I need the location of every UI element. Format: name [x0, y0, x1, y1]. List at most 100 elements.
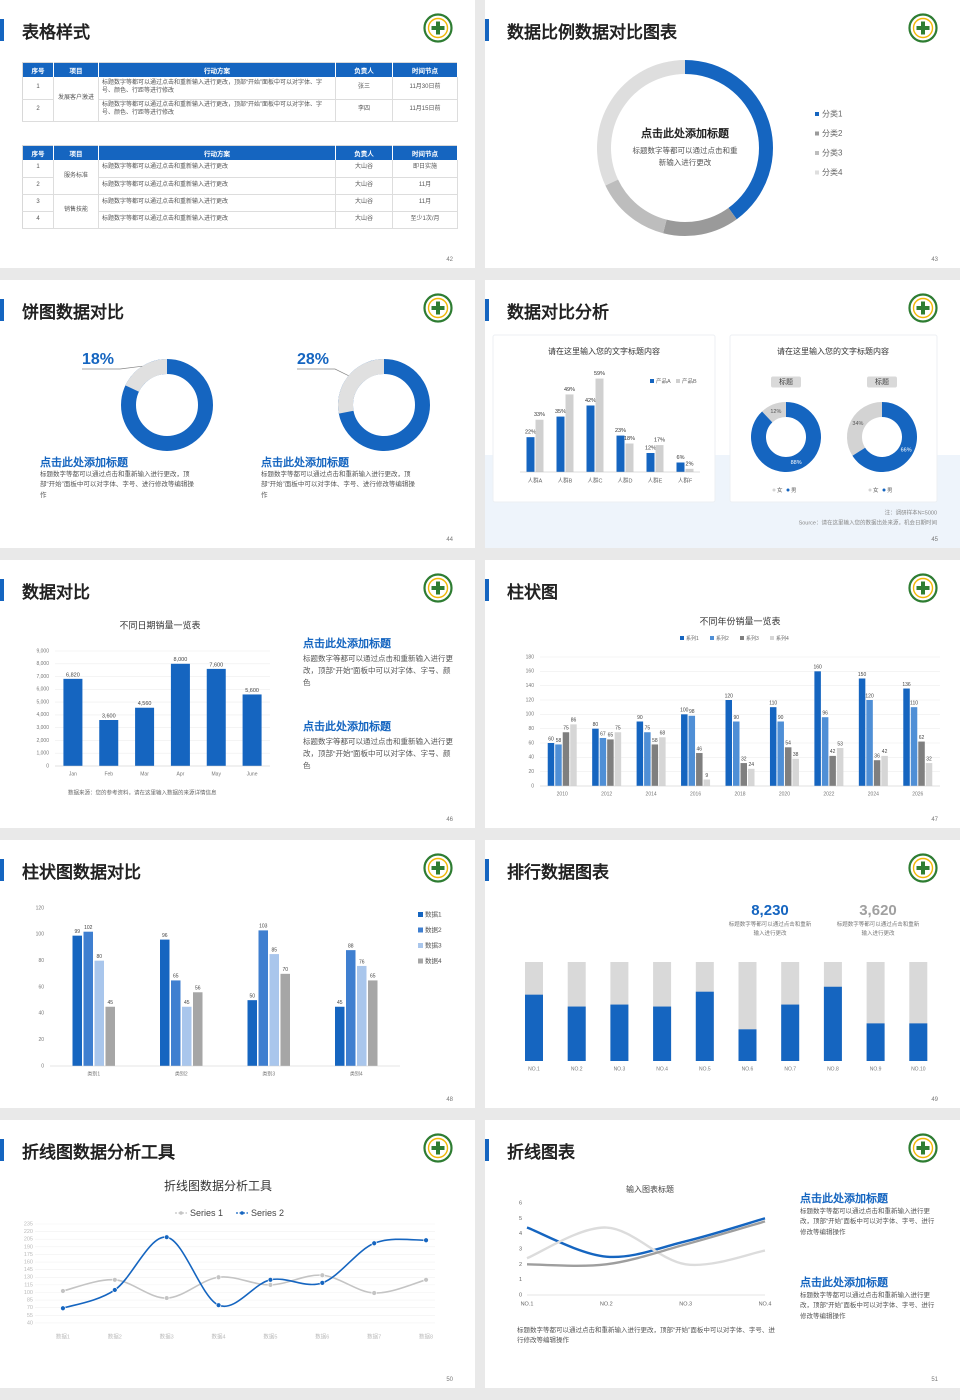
page-number: 44 [446, 537, 453, 543]
header-cell: 项目 [53, 62, 99, 77]
donut-title: 点击此处添加标题 [641, 126, 730, 140]
chart-title: 输入图表标题 [626, 1184, 674, 1194]
line-series [526, 1217, 766, 1259]
y-tick-label: 80 [528, 726, 534, 732]
line-point [371, 1240, 377, 1246]
legend-label: Series 2 [251, 1208, 284, 1218]
value-label: 32 [741, 756, 747, 762]
legend-label: 男 [791, 487, 797, 494]
logo-cross [916, 1146, 930, 1150]
y-tick-label: 4,000 [36, 712, 49, 718]
y-tick-label: 5,000 [36, 699, 49, 705]
page-number: 47 [931, 817, 938, 823]
slide-title: 折线图表 [507, 1143, 575, 1162]
value-label: 65 [370, 974, 376, 980]
table-row: 1 服务标准 标题数字等都可以通过点击和重新输入进行更改 大山谷 即日实施 [22, 160, 458, 195]
y-tick-label: 0 [531, 783, 534, 789]
donut-segment [751, 402, 821, 472]
x-tick-label: 2012 [601, 791, 612, 797]
data-table: 序号 项目 行动方案 负责人 时间节点 1 服务标准 标题数字等都可以通过点击和重新输入进行更… [22, 145, 458, 229]
percent-label: 28% [297, 351, 329, 368]
logo-inner [427, 857, 449, 879]
bar [659, 737, 666, 786]
bar [829, 755, 836, 786]
title-accent [0, 1139, 4, 1161]
y-tick-label: 9,000 [36, 648, 49, 654]
percent-label: 18% [82, 351, 114, 368]
donut-segment [852, 402, 917, 472]
value-label: 36 [874, 754, 880, 760]
bar [357, 965, 367, 1066]
line-point [319, 1280, 326, 1286]
bar [567, 1006, 586, 1061]
value-label: 65 [173, 974, 179, 980]
header-cell: 时间节点 [392, 62, 458, 77]
x-tick-label: 2018 [734, 791, 745, 797]
bar [280, 973, 290, 1066]
note-text: 标题数字等都可以通过点击和重新输入进行更改，顶部“开始”面板中可以对字体、字号、… [517, 1327, 775, 1345]
value-label: 2% [686, 461, 694, 467]
bar [740, 763, 747, 786]
logo-cross [916, 586, 930, 590]
y-tick-label: 190 [24, 1244, 33, 1250]
bar [814, 671, 821, 786]
stat-value: 8,230 [751, 902, 789, 919]
cell-owner: 大山谷 [335, 177, 393, 195]
x-tick-label: 类别2 [175, 1070, 188, 1077]
x-tick-label: Jan [69, 771, 77, 777]
line-point [423, 1237, 429, 1243]
value-label: 68 [660, 731, 666, 737]
legend-swatch [676, 379, 680, 383]
logo-inner [427, 577, 449, 599]
chart-title: 请在这里输入您的文字标题内容 [548, 346, 660, 356]
cell-owner: 李四 [335, 99, 393, 122]
value-label: 102 [84, 925, 93, 931]
value-label: 45 [337, 1000, 343, 1006]
cell-action: 标题数字等都可以通过点击和重新输入进行更改 [98, 211, 336, 229]
donut-subtitle: 标题数字等都可以通过点击和重新输入进行更改 [632, 146, 738, 167]
chart-title: 不同日期销量一览表 [119, 619, 200, 630]
y-tick-label: 120 [526, 697, 535, 703]
bar [182, 1006, 192, 1066]
y-tick-label: 120 [36, 905, 45, 911]
cell-number: 3 [22, 194, 54, 212]
line-point [163, 1295, 170, 1301]
y-tick-label: 20 [38, 1037, 44, 1043]
page-number: 48 [446, 1097, 453, 1103]
legend-dot [882, 488, 886, 492]
value-label: 45 [107, 1000, 113, 1006]
bar [599, 737, 607, 786]
logo-cross [431, 26, 445, 30]
x-tick-label: NO.1 [521, 1301, 534, 1307]
legend-label: 分类1 [822, 109, 843, 119]
x-tick-label: 数据1 [56, 1332, 70, 1340]
value-label: 33% [534, 412, 545, 418]
legend-label: 系列3 [746, 635, 759, 642]
header-row: 序号 项目 行动方案 负责人 时间节点 [22, 145, 458, 160]
logo-cross [431, 586, 445, 590]
bar [858, 678, 866, 786]
bar [769, 707, 777, 786]
donut-segment [338, 359, 384, 414]
bar [562, 732, 570, 786]
y-tick-label: 40 [528, 755, 534, 761]
bar [193, 992, 203, 1066]
value-label: 24 [748, 762, 754, 768]
value-label: 3,600 [102, 713, 116, 719]
value-label: 75 [645, 726, 651, 732]
bar [925, 763, 933, 786]
value-label: 5,600 [245, 688, 259, 694]
value-label: 59% [594, 371, 605, 377]
logo [908, 293, 938, 323]
y-tick-label: 1,000 [36, 751, 49, 757]
page-number: 50 [446, 1377, 453, 1383]
donut-segment [663, 207, 737, 236]
table-row: 4 标题数字等都可以通过点击和重新输入进行更改 大山谷 至少1次/月 [22, 211, 458, 229]
block-text: 标题数字等都可以通过点击和重新输入进行更改，顶部“开始”面板中可以对字体、字号、… [261, 471, 415, 499]
y-tick-label: 3 [519, 1246, 522, 1252]
y-tick-label: 175 [24, 1252, 33, 1258]
bar [655, 445, 664, 472]
header-row: 序号 项目 行动方案 负责人 时间节点 [22, 62, 458, 77]
